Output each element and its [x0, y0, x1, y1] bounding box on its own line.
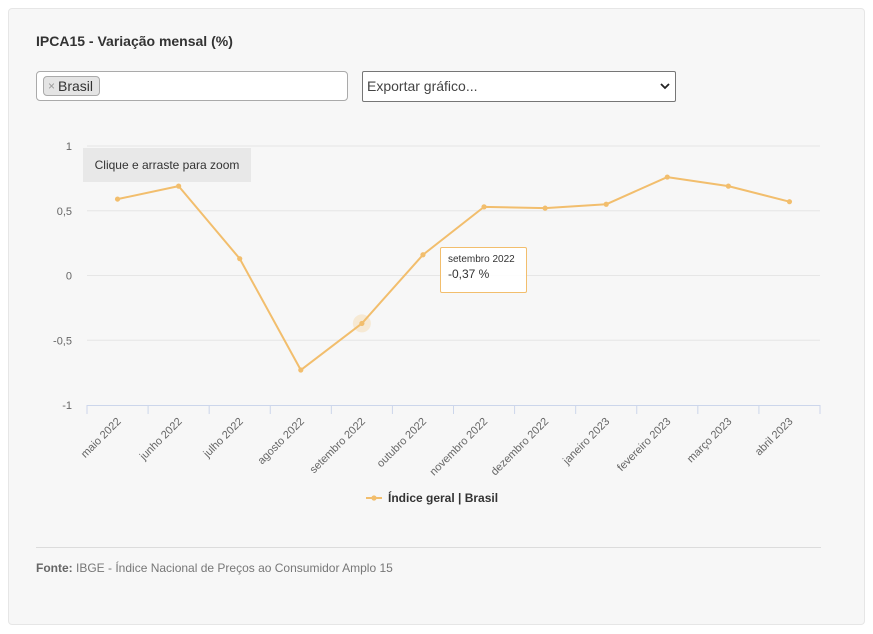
data-point[interactable] — [664, 174, 670, 180]
data-point[interactable] — [298, 367, 304, 373]
x-tick-label: março 2023 — [685, 416, 735, 466]
data-point[interactable] — [359, 320, 365, 327]
region-tag: × Brasil — [43, 76, 101, 96]
data-point[interactable] — [786, 199, 793, 205]
x-tick-label: novembro 2022 — [428, 416, 491, 479]
x-tick-label: julho 2022 — [201, 416, 246, 461]
export-chart-selected: Exportar gráfico... — [367, 78, 478, 94]
source-label: Fonte: — [36, 561, 73, 575]
remove-tag-icon[interactable]: × — [48, 79, 56, 93]
x-tick-label: junho 2022 — [137, 416, 185, 464]
data-point[interactable] — [237, 256, 243, 262]
y-tick-label: 0 — [66, 271, 72, 283]
chart-title: IPCA15 - Variação mensal (%) — [36, 33, 233, 49]
zoom-hint: Clique e arraste para zoom — [83, 148, 251, 182]
y-tick-label: 1 — [66, 141, 72, 153]
chart-card — [8, 8, 865, 625]
chevron-down-icon — [660, 72, 670, 113]
data-point[interactable] — [603, 201, 609, 207]
tooltip-value: -0,37 % — [448, 267, 490, 281]
series-line[interactable] — [117, 176, 790, 372]
legend-marker-icon — [371, 495, 377, 501]
x-tick-label: janeiro 2023 — [560, 416, 612, 468]
x-tick-label: setembro 2022 — [308, 416, 368, 476]
x-tick-label: outubro 2022 — [375, 416, 429, 470]
data-point[interactable] — [420, 252, 426, 258]
footer-divider — [36, 547, 821, 548]
data-point[interactable] — [725, 183, 731, 189]
legend-label[interactable]: Índice geral | Brasil — [388, 490, 498, 505]
chart-series — [114, 174, 793, 373]
source-text: IBGE - Índice Nacional de Preços ao Cons… — [76, 561, 393, 575]
data-point[interactable] — [481, 204, 487, 210]
y-axis-labels: 1 0,5 0 -0,5 -1 — [53, 141, 72, 412]
x-axis: maio 2022 junho 2022 julho 2022 agosto 2022… — [79, 405, 821, 479]
region-filter-input[interactable]: × Brasil — [36, 71, 348, 101]
y-tick-label: -1 — [62, 400, 72, 412]
data-point[interactable] — [114, 196, 121, 202]
tooltip-category: setembro 2022 — [448, 254, 515, 265]
data-point[interactable] — [542, 205, 548, 211]
y-tick-label: -0,5 — [53, 335, 72, 347]
y-tick-label: 0,5 — [57, 206, 72, 218]
x-tick-label: dezembro 2022 — [489, 416, 552, 479]
source-note: Fonte: IBGE - Índice Nacional de Preços … — [36, 561, 393, 575]
x-tick-label: fevereiro 2023 — [615, 416, 673, 474]
chart-legend[interactable]: Índice geral | Brasil — [366, 490, 498, 505]
data-point[interactable] — [176, 183, 182, 189]
chart-tooltip: setembro 2022 -0,37 % — [440, 247, 527, 293]
x-tick-label: abril 2023 — [753, 416, 796, 459]
x-tick-label: maio 2022 — [79, 416, 124, 461]
region-tag-label: Brasil — [58, 78, 94, 94]
export-chart-select[interactable]: Exportar gráfico... — [362, 71, 676, 102]
x-tick-label: agosto 2022 — [256, 416, 307, 467]
